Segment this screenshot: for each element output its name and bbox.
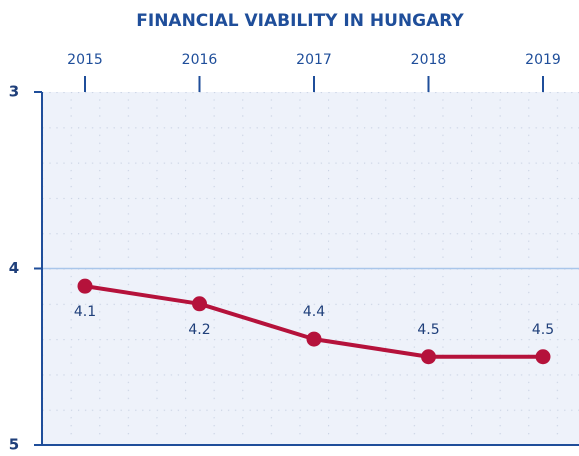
data-label: 4.5 <box>532 322 554 338</box>
x-tick-label: 2015 <box>67 52 103 68</box>
x-tick-label: 2017 <box>296 52 332 68</box>
data-point <box>192 296 207 312</box>
x-tick-label: 2018 <box>411 52 447 68</box>
data-point <box>535 349 551 365</box>
data-label: 4.5 <box>417 322 439 338</box>
data-label: 4.4 <box>303 304 325 320</box>
y-tick-label: 5 <box>9 436 19 454</box>
x-tick-label: 2016 <box>182 52 218 68</box>
data-point <box>421 349 436 365</box>
data-label: 4.1 <box>74 304 96 320</box>
y-tick-label: 4 <box>9 259 19 277</box>
data-label: 4.2 <box>188 322 210 338</box>
data-point <box>77 278 93 294</box>
chart-title: FINANCIAL VIABILITY IN HUNGARY <box>136 11 464 31</box>
y-tick-label: 3 <box>9 83 19 101</box>
x-tick-label: 2019 <box>525 52 561 68</box>
data-point <box>306 331 322 347</box>
